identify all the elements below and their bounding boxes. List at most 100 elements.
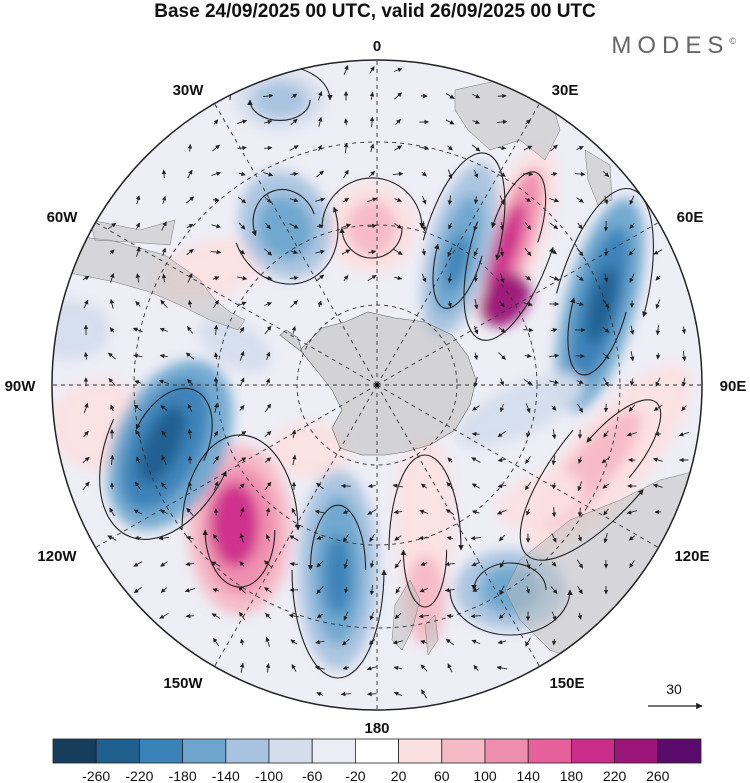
wind-arrow [369, 116, 375, 128]
wind-arrow [212, 455, 220, 465]
wind-arrow [395, 118, 401, 125]
wind-arrow [212, 637, 220, 647]
wind-arrow [109, 298, 115, 309]
wind-arrow [239, 533, 245, 543]
wind-arrow [133, 327, 143, 333]
wind-arrow [601, 456, 611, 464]
wind-arrow [187, 299, 193, 308]
wind-arrow [161, 169, 167, 179]
meridian-lines [52, 60, 702, 710]
meridian-line [95, 222, 378, 386]
wind-arrow [576, 301, 584, 307]
anomaly-blob [347, 200, 397, 256]
wind-arrow [290, 249, 298, 255]
wind-arrow [681, 405, 687, 411]
wind-arrow [678, 432, 689, 437]
wind-arrow [367, 197, 378, 203]
wind-arrow [314, 665, 325, 670]
wind-arrow [369, 534, 375, 543]
wind-arrow [369, 170, 375, 178]
wind-arrow [681, 326, 687, 334]
colorbar-swatch [398, 738, 443, 764]
streamline [432, 243, 483, 309]
wind-arrow [681, 351, 687, 362]
wind-arrow [109, 249, 115, 255]
wind-arrow [187, 403, 193, 413]
wind-arrow [419, 145, 430, 151]
colorbar-swatch [657, 738, 702, 764]
wind-arrow [264, 457, 272, 463]
wind-arrow [316, 692, 324, 697]
colorbar-swatch [441, 738, 486, 764]
streamline [321, 177, 425, 229]
streamline [247, 99, 311, 121]
streamline [463, 222, 555, 341]
wind-arrow [577, 586, 583, 595]
colorbar-swatch [225, 738, 270, 764]
wind-arrow [576, 197, 584, 203]
wind-arrow [394, 197, 402, 203]
wind-arrow [263, 560, 272, 568]
wind-arrow [239, 638, 245, 646]
colorbar-tick-label: -180 [169, 768, 197, 783]
wind-arrow [551, 455, 557, 466]
wind-arrow [83, 430, 89, 438]
wind-arrow [186, 507, 194, 517]
wind-arrow [551, 429, 557, 440]
streamline [99, 418, 227, 540]
lon-label-60e: 60E [677, 209, 704, 226]
wind-arrow [497, 483, 507, 489]
wind-arrow [213, 119, 219, 125]
wind-arrow [369, 143, 375, 153]
wind-arrow [133, 509, 143, 515]
wind-arrow [524, 353, 532, 359]
wind-arrow [160, 561, 168, 567]
wind-arrow [315, 274, 325, 282]
wind-arrow [577, 222, 583, 230]
wind-arrow [110, 273, 115, 283]
wind-arrow [577, 534, 582, 542]
wind-arrow [291, 664, 297, 672]
wind-arrow [393, 248, 403, 256]
wind-arrow [471, 431, 480, 437]
wind-arrow [523, 379, 533, 385]
wind-arrow [239, 326, 245, 333]
wind-arrow [342, 197, 350, 203]
wind-arrow [602, 299, 610, 309]
wind-arrow [266, 534, 271, 542]
wind-arrow [185, 352, 195, 360]
wind-arrow [418, 613, 429, 619]
wind-arrow [288, 613, 299, 619]
wind-arrow [626, 432, 637, 437]
wind-arrow [395, 586, 401, 594]
wind-arrow [369, 560, 375, 568]
wind-arrow [628, 248, 636, 256]
wind-arrow [185, 196, 195, 204]
wind-arrow [263, 171, 274, 177]
wind-arrow [603, 195, 609, 205]
wind-arrow [239, 377, 245, 387]
wind-arrow [367, 223, 377, 229]
wind-arrow [342, 638, 350, 646]
wind-arrow [550, 328, 558, 333]
anomaly-blob [479, 273, 531, 327]
wind-arrow [498, 352, 506, 360]
wind-arrow [473, 377, 478, 388]
wind-arrow [471, 483, 480, 489]
wind-arrow [602, 171, 610, 177]
wind-arrow [602, 353, 610, 359]
anomaly-blob [455, 372, 585, 448]
colorbar-tick-label: -260 [82, 768, 110, 783]
wind-arrow [161, 273, 167, 282]
wind-arrow [655, 275, 661, 281]
wind-arrow [317, 144, 322, 152]
wind-arrow [392, 483, 403, 489]
wind-arrow [264, 145, 273, 151]
wind-arrow [421, 248, 427, 256]
wind-arrow [237, 430, 247, 438]
wind-arrow [393, 67, 403, 73]
wind-arrow [421, 171, 427, 177]
wind-arrow [549, 198, 560, 203]
wind-arrow [447, 663, 453, 673]
wind-arrow [135, 195, 141, 205]
